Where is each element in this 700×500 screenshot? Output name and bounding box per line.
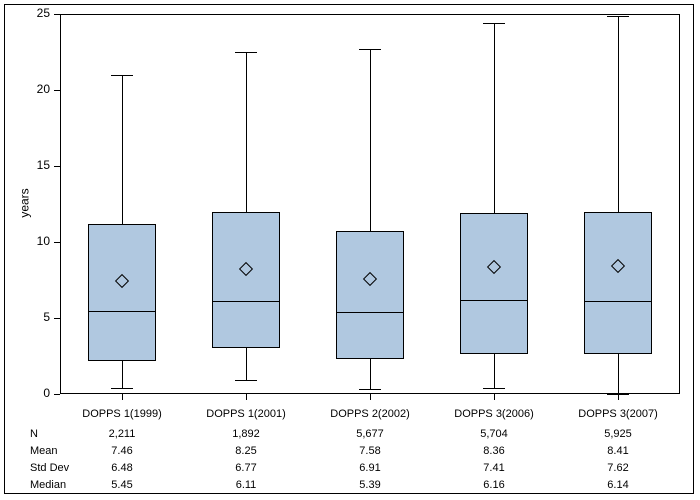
stat-value-median: 5.45	[77, 479, 167, 491]
stat-value-std-dev: 7.41	[449, 462, 539, 474]
y-tick-label: 10	[20, 234, 50, 248]
y-tick-label: 20	[20, 82, 50, 96]
box	[460, 213, 528, 354]
stat-value-mean: 8.36	[449, 445, 539, 457]
stat-row-label-n: N	[30, 428, 38, 440]
stat-value-n: 5,677	[325, 428, 415, 440]
whisker-upper	[618, 16, 619, 212]
whisker-upper	[246, 52, 247, 212]
whisker-lower	[246, 348, 247, 380]
box	[212, 212, 280, 349]
stat-value-median: 6.14	[573, 479, 663, 491]
y-tick-label: 0	[20, 386, 50, 400]
boxplot-chart: years 0 5 10 15 20 25 DOPPS 1(1999) 2,211 7.46 6.…	[0, 0, 700, 500]
whisker-cap-upper	[607, 16, 629, 17]
x-category-label: DOPPS 1(2001)	[191, 408, 301, 420]
y-tick-mark	[54, 90, 60, 91]
y-tick-label: 15	[20, 158, 50, 172]
y-tick-mark	[54, 14, 60, 15]
median-line	[460, 300, 528, 301]
stat-row-label-std-dev: Std Dev	[30, 462, 69, 474]
x-category-label: DOPPS 3(2007)	[563, 408, 673, 420]
stat-value-median: 6.16	[449, 479, 539, 491]
stat-value-mean: 7.58	[325, 445, 415, 457]
box	[336, 231, 404, 359]
x-category-label: DOPPS 3(2006)	[439, 408, 549, 420]
whisker-cap-lower	[483, 388, 505, 389]
whisker-cap-upper	[359, 49, 381, 50]
median-line	[336, 312, 404, 313]
y-tick-mark	[54, 166, 60, 167]
y-tick-label: 25	[20, 6, 50, 20]
x-tick-mark	[246, 394, 247, 400]
stat-value-n: 2,211	[77, 428, 167, 440]
stat-value-std-dev: 7.62	[573, 462, 663, 474]
whisker-lower	[122, 361, 123, 388]
whisker-cap-lower	[111, 388, 133, 389]
x-category-label: DOPPS 1(1999)	[67, 408, 177, 420]
stat-value-n: 5,704	[449, 428, 539, 440]
stat-value-n: 5,925	[573, 428, 663, 440]
stat-value-median: 6.11	[201, 479, 291, 491]
stat-value-n: 1,892	[201, 428, 291, 440]
whisker-cap-lower	[607, 394, 629, 395]
whisker-cap-upper	[111, 75, 133, 76]
stat-value-mean: 8.41	[573, 445, 663, 457]
stat-value-mean: 8.25	[201, 445, 291, 457]
y-tick-mark	[54, 318, 60, 319]
whisker-cap-lower	[235, 380, 257, 381]
whisker-upper	[122, 75, 123, 224]
stat-row-label-mean: Mean	[30, 445, 58, 457]
stat-value-median: 5.39	[325, 479, 415, 491]
box	[88, 224, 156, 361]
whisker-lower	[494, 354, 495, 387]
whisker-cap-upper	[235, 52, 257, 53]
median-line	[88, 311, 156, 312]
x-tick-mark	[122, 394, 123, 400]
stat-row-label-median: Median	[30, 479, 66, 491]
y-tick-mark	[54, 242, 60, 243]
x-tick-mark	[370, 394, 371, 400]
x-tick-mark	[494, 394, 495, 400]
x-category-label: DOPPS 2(2002)	[315, 408, 425, 420]
whisker-upper	[370, 49, 371, 231]
y-tick-label: 5	[20, 310, 50, 324]
stat-value-std-dev: 6.91	[325, 462, 415, 474]
box	[584, 212, 652, 355]
whisker-lower	[370, 359, 371, 389]
stat-value-mean: 7.46	[77, 445, 167, 457]
whisker-upper	[494, 23, 495, 213]
stat-value-std-dev: 6.77	[201, 462, 291, 474]
median-line	[212, 301, 280, 302]
y-axis-label: years	[18, 188, 32, 217]
whisker-cap-lower	[359, 389, 381, 390]
whisker-lower	[618, 354, 619, 394]
stat-value-std-dev: 6.48	[77, 462, 167, 474]
y-tick-mark	[54, 394, 60, 395]
median-line	[584, 301, 652, 302]
whisker-cap-upper	[483, 23, 505, 24]
